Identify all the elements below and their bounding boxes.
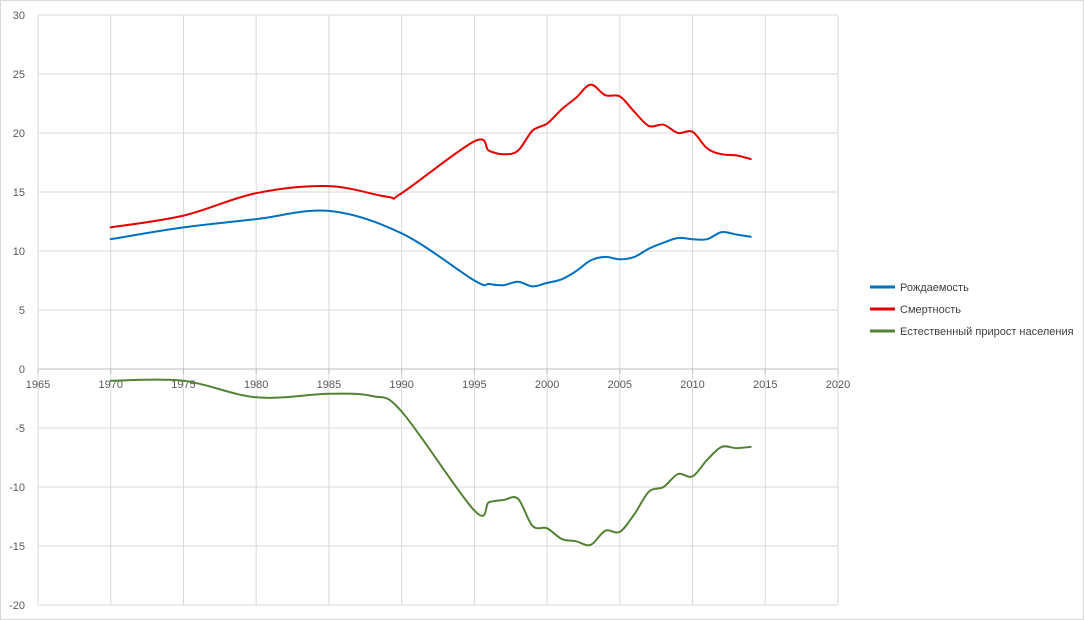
horizontal-gridlines [38,14,838,606]
y-tick-label: 0 [19,364,25,376]
x-axis: 1965 1970 1975 1980 1985 1990 1995 2000 2005 2010… [26,369,850,391]
y-tick-label: 25 [13,69,25,81]
y-tick-label: 10 [13,246,25,258]
x-tick-label: 2010 [680,379,704,391]
y-tick-label: 30 [13,10,25,22]
y-tick-label: -15 [9,541,25,553]
y-tick-label: -20 [9,600,25,612]
y-tick-label: -10 [9,482,25,494]
x-tick-label: 1970 [98,379,122,391]
series-line-2 [109,83,752,229]
x-tick-label: 2015 [753,379,777,391]
x-tick-label: 2000 [535,379,559,391]
series-line-1 [109,209,752,288]
y-tick-label: 20 [13,128,25,140]
legend-label-1: Рождаемость [900,282,969,294]
x-tick-label: 2020 [826,379,850,391]
x-tick-label: 1985 [317,379,341,391]
x-tick-label: 1965 [26,379,50,391]
series-line-3 [109,378,752,547]
legend: Рождаемость Смертность Естественный прирос… [870,282,1074,338]
series-lines [109,83,752,547]
x-tick-label: 1995 [462,379,486,391]
x-tick-label: 2005 [608,379,632,391]
legend-label-2: Смертность [900,304,961,316]
y-tick-label: 5 [19,305,25,317]
legend-label-3: Естественный прирост населения [900,326,1074,338]
y-tick-label: -5 [15,423,25,435]
x-tick-label: 1980 [244,379,268,391]
y-axis-tick-labels: -20 -15 -10 -5 0 5 10 15 20 25 30 [9,10,25,612]
y-tick-label: 15 [13,187,25,199]
x-tick-label: 1990 [389,379,413,391]
